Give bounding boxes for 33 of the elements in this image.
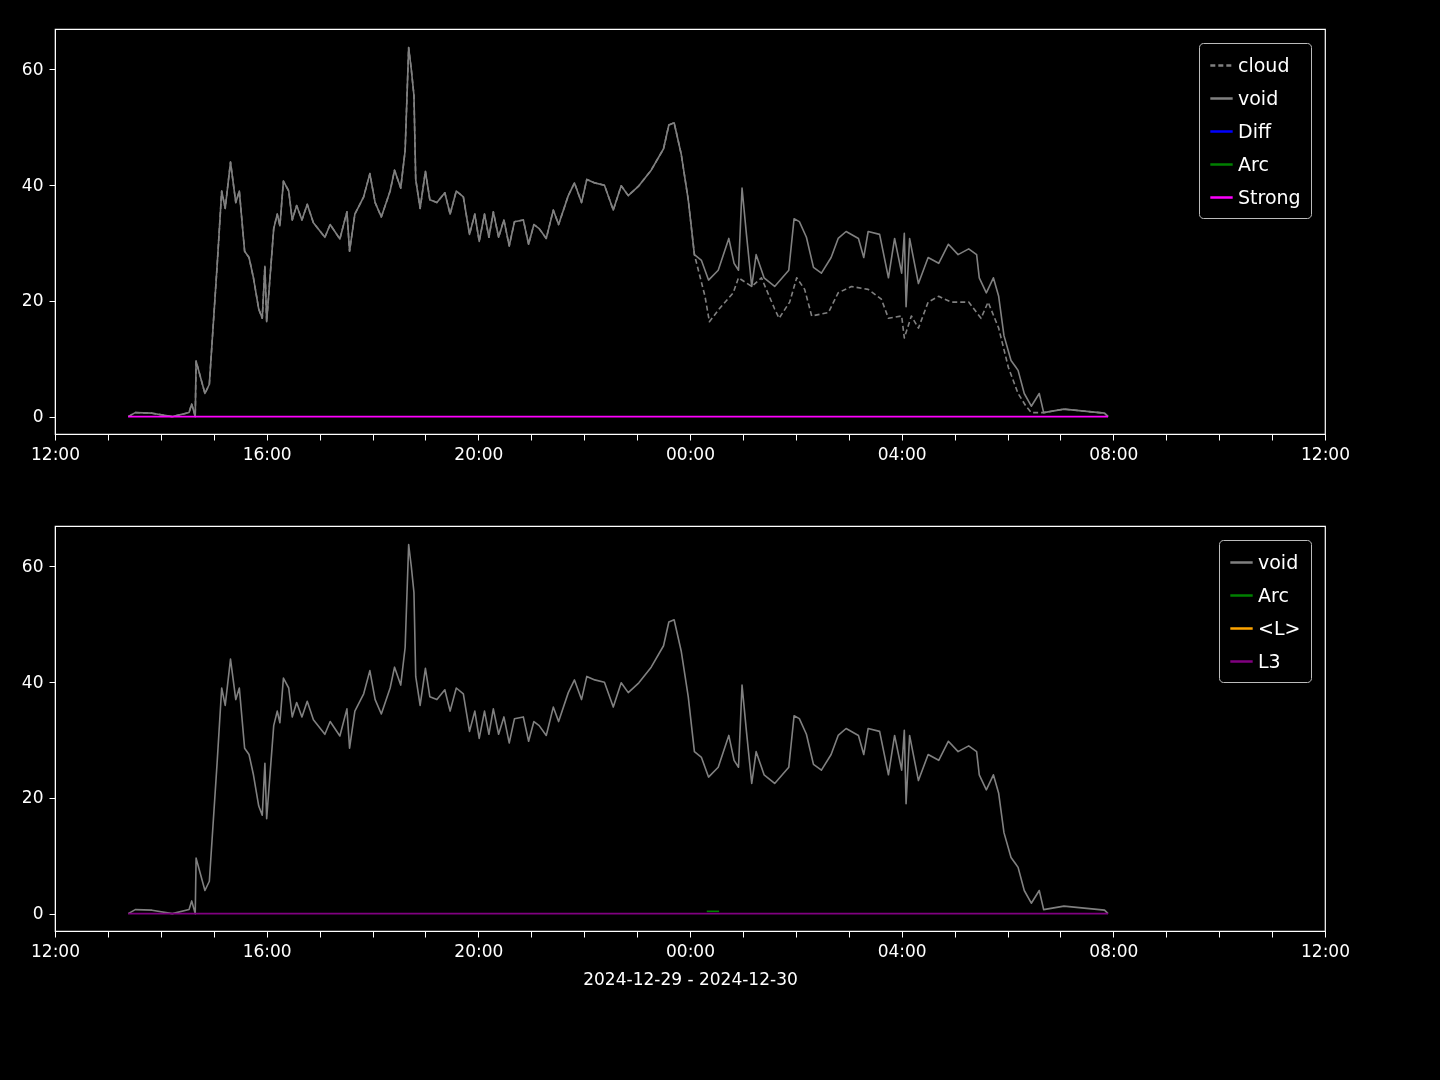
x-tick-label: 20:00	[454, 443, 504, 464]
x-tick-label: 12:00	[31, 443, 80, 464]
x-tick-label: 04:00	[877, 940, 927, 961]
y-tick-label: 0	[32, 903, 44, 924]
legend-label: Diff	[1238, 119, 1272, 142]
x-tick-label: 00:00	[666, 940, 715, 961]
y-tick-label: 40	[21, 174, 44, 195]
x-tick-label: 04:00	[877, 443, 927, 464]
x-axis-title: 2024-12-29 - 2024-12-30	[583, 968, 798, 989]
legend-label: L3	[1258, 649, 1281, 672]
y-tick-label: 40	[21, 671, 44, 692]
y-tick-label: 0	[32, 406, 44, 427]
legend-label: Strong	[1238, 185, 1301, 208]
line-series	[127, 543, 1109, 915]
legend-label: Arc	[1238, 152, 1269, 175]
x-tick-label: 20:00	[454, 940, 504, 961]
y-tick-label: 20	[21, 290, 44, 311]
legend-label: cloud	[1238, 53, 1290, 76]
legend-label: <L>	[1258, 616, 1301, 639]
x-tick-label: 12:00	[1301, 940, 1350, 961]
y-tick-label: 60	[21, 59, 44, 79]
legend-label: void	[1258, 550, 1299, 573]
legend-label: void	[1238, 86, 1279, 109]
legend-label: Arc	[1258, 583, 1289, 606]
y-tick-label: 20	[21, 787, 44, 808]
x-tick-label: 16:00	[242, 443, 292, 464]
x-tick-label: 16:00	[242, 940, 292, 961]
x-tick-label: 12:00	[1301, 443, 1350, 464]
x-tick-label: 00:00	[666, 443, 715, 464]
y-tick-label: 60	[21, 556, 44, 576]
x-tick-label: 08:00	[1089, 940, 1139, 961]
x-tick-label: 12:00	[31, 940, 80, 961]
x-tick-label: 08:00	[1089, 443, 1139, 464]
